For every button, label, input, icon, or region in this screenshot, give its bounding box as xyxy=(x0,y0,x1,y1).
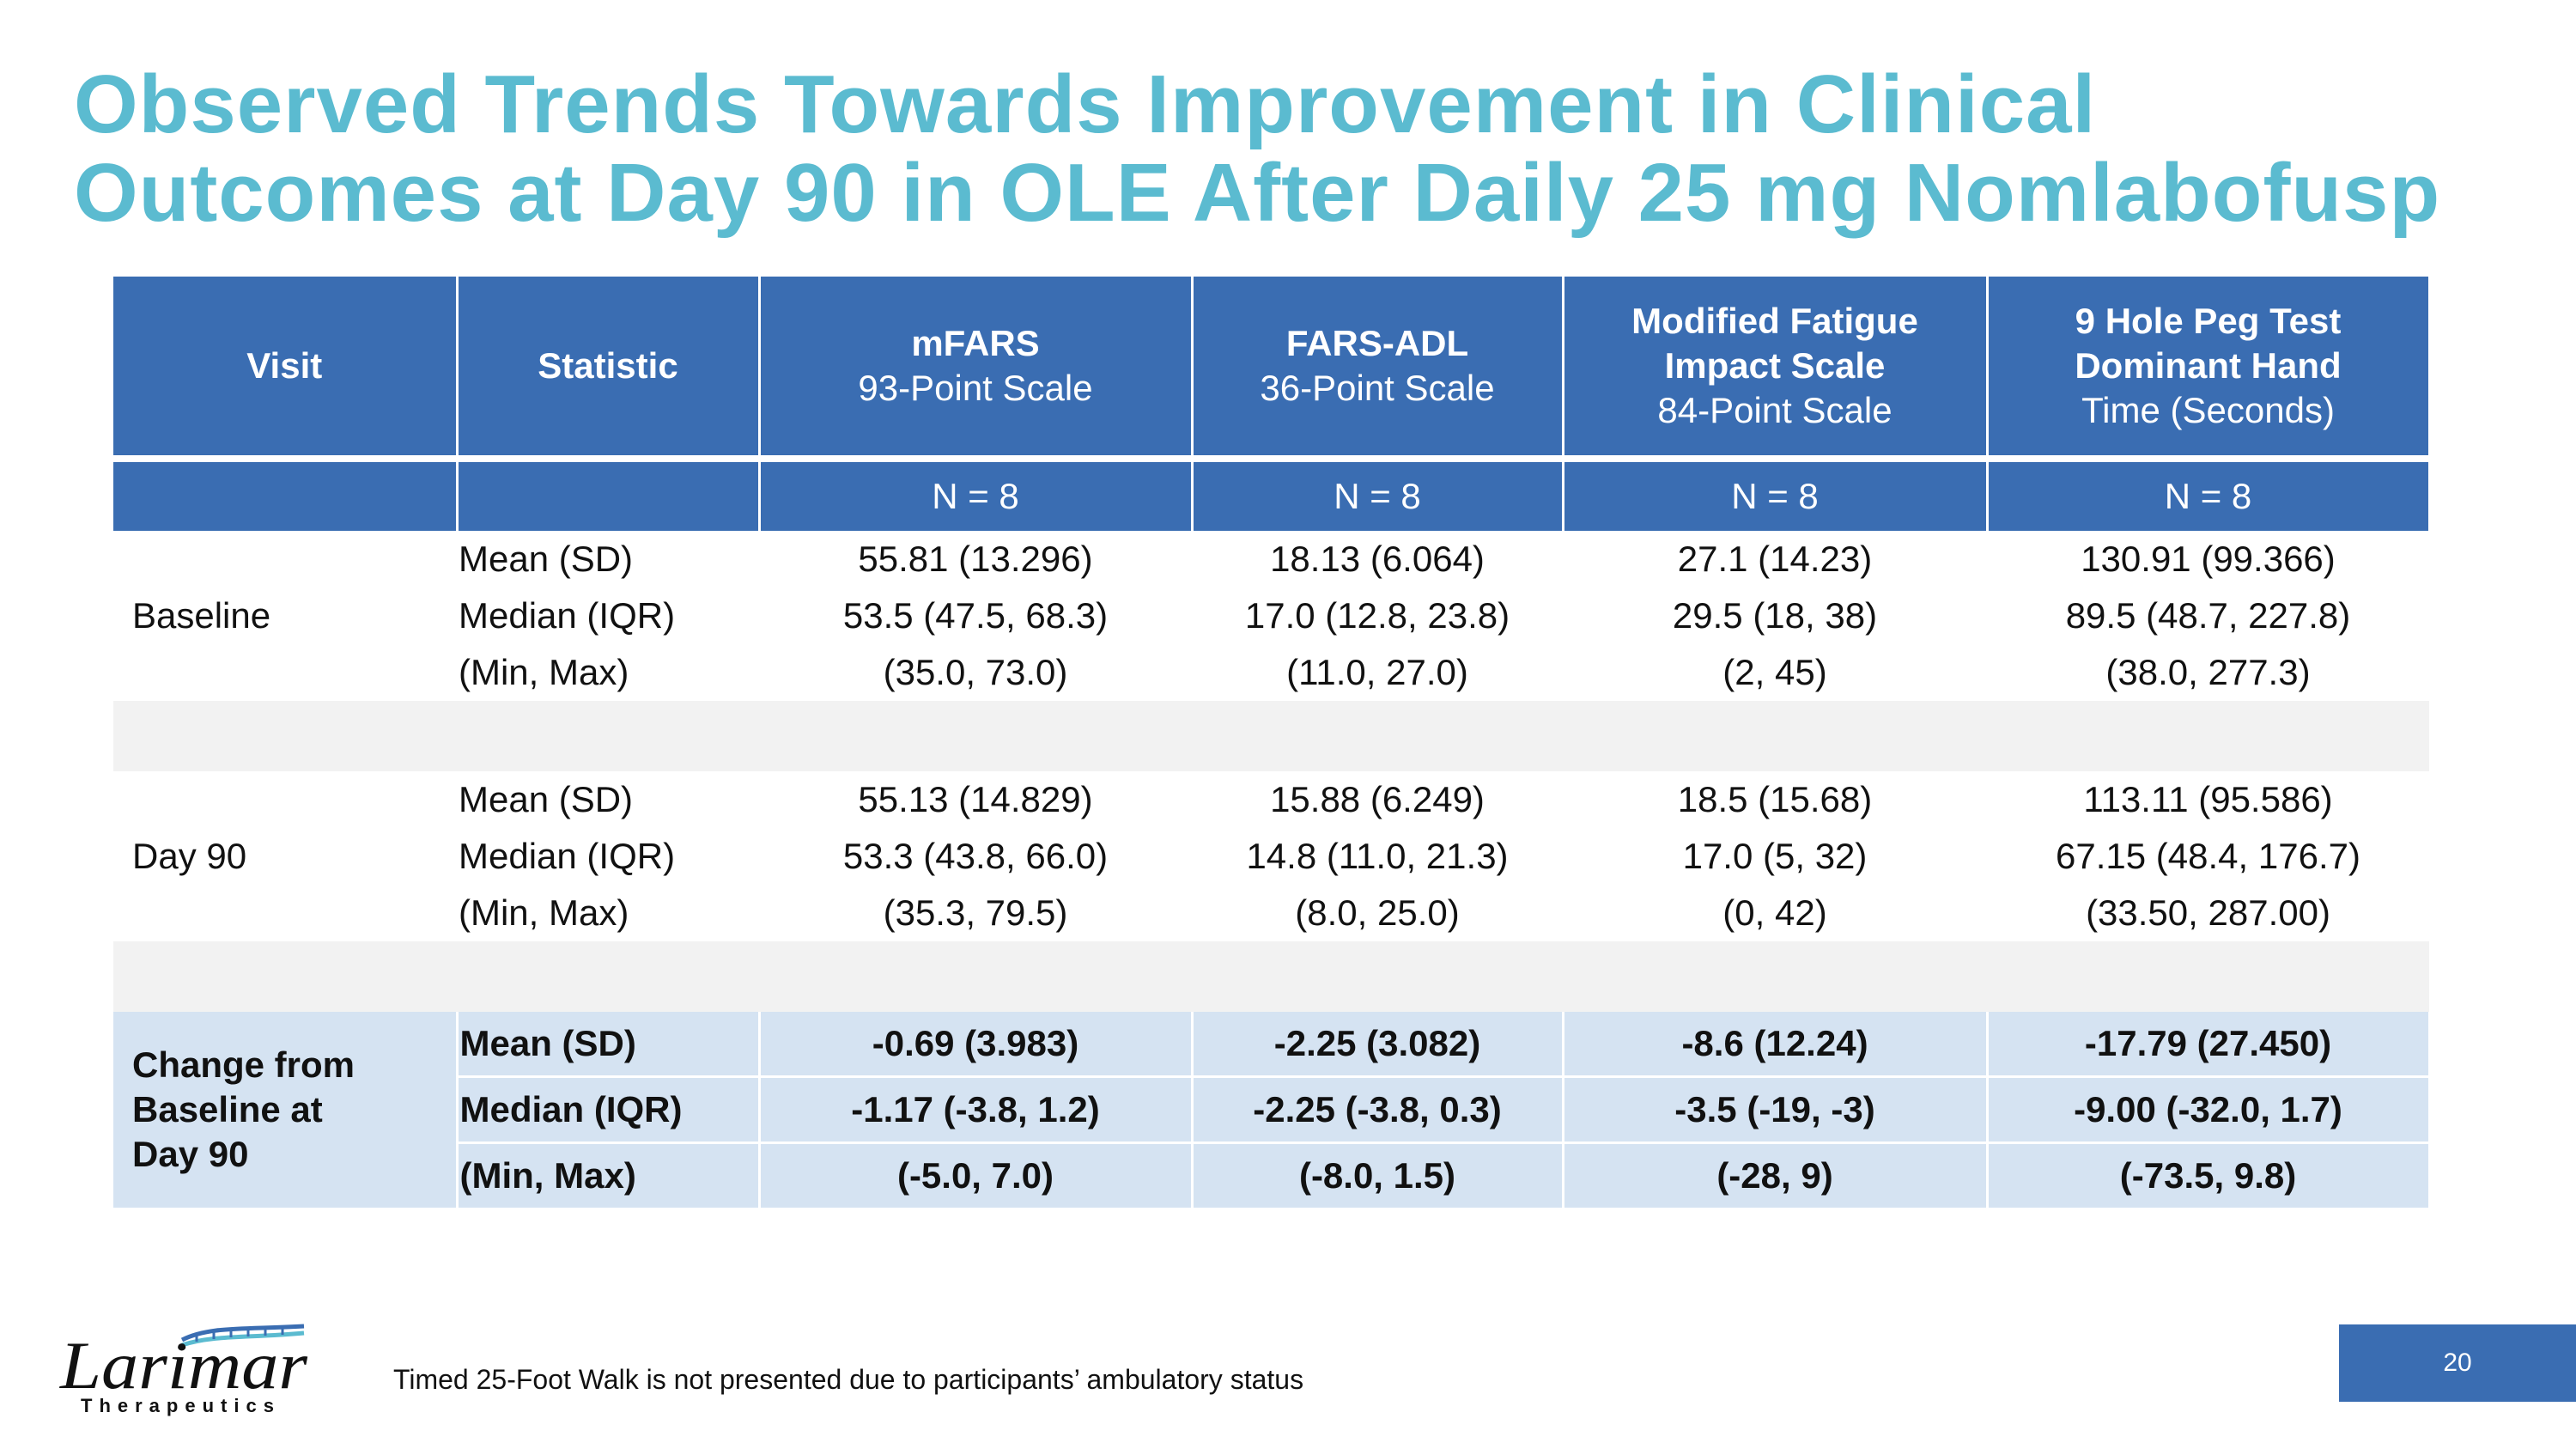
table-cell: 89.5 (48.7, 227.8) xyxy=(1987,588,2429,644)
table-cell: (-5.0, 7.0) xyxy=(759,1142,1194,1210)
n-fars-adl: N = 8 xyxy=(1192,462,1564,531)
visit-day-90: Day 90 xyxy=(113,771,457,941)
header-mfis-title-1: Modified Fatigue xyxy=(1631,301,1918,341)
slide-title-line-2: Outcomes at Day 90 in OLE After Daily 25… xyxy=(74,147,2441,239)
table-cell: (35.3, 79.5) xyxy=(759,885,1192,941)
visit-baseline: Baseline xyxy=(113,531,457,701)
table-cell: 130.91 (99.366) xyxy=(1987,531,2429,588)
row-spacer xyxy=(113,941,2429,1012)
page-number-badge: 20 xyxy=(2339,1324,2576,1402)
table-cell: 14.8 (11.0, 21.3) xyxy=(1192,828,1563,885)
logo-wordmark: Larimar xyxy=(59,1328,308,1403)
header-peg-title-1: 9 Hole Peg Test xyxy=(2075,301,2342,341)
stat-label: (Min, Max) xyxy=(457,644,759,701)
table-row: Median (IQR) 53.5 (47.5, 68.3) 17.0 (12.… xyxy=(113,588,2429,644)
header-mfis: Modified Fatigue Impact Scale 84-Point S… xyxy=(1563,277,1989,455)
table-row: Median (IQR) 53.3 (43.8, 66.0) 14.8 (11.… xyxy=(113,828,2429,885)
table-cell: (-8.0, 1.5) xyxy=(1192,1142,1564,1210)
table-cell: -2.25 (-3.8, 0.3) xyxy=(1192,1076,1564,1144)
header-visit: Visit xyxy=(113,277,459,455)
table-row: (Min, Max) (-5.0, 7.0) (-8.0, 1.5) (-28,… xyxy=(113,1142,2431,1210)
visit-change-from-baseline: Change from Baseline at Day 90 xyxy=(113,1012,459,1210)
stat-label: Mean (SD) xyxy=(457,1012,761,1078)
table-row: Change from Baseline at Day 90 Mean (SD)… xyxy=(113,1012,2431,1210)
table-cell: -17.79 (27.450) xyxy=(1987,1012,2431,1078)
stat-label: Median (IQR) xyxy=(457,1076,761,1144)
table-cell: (11.0, 27.0) xyxy=(1192,644,1563,701)
table-cell: 18.5 (15.68) xyxy=(1563,771,1987,828)
table-cell: 55.81 (13.296) xyxy=(759,531,1192,588)
table-cell: 18.13 (6.064) xyxy=(1192,531,1563,588)
table-row: Baseline Mean (SD) 55.81 (13.296) 18.13 … xyxy=(113,531,2429,701)
table-cell: -0.69 (3.983) xyxy=(759,1012,1194,1078)
stat-label: (Min, Max) xyxy=(457,1142,761,1210)
page-number: 20 xyxy=(2443,1349,2472,1377)
footnote: Timed 25-Foot Walk is not presented due … xyxy=(393,1364,1304,1395)
table-cell: -9.00 (-32.0, 1.7) xyxy=(1987,1076,2431,1144)
table-row: (Min, Max) (35.0, 73.0) (11.0, 27.0) (2,… xyxy=(113,644,2429,701)
table-cell: 53.3 (43.8, 66.0) xyxy=(759,828,1192,885)
stat-label: Median (IQR) xyxy=(457,588,759,644)
table-cell: (-73.5, 9.8) xyxy=(1987,1142,2431,1210)
table-cell: 15.88 (6.249) xyxy=(1192,771,1563,828)
sample-size-row: N = 8 N = 8 N = 8 N = 8 xyxy=(113,462,2431,531)
table-cell: -2.25 (3.082) xyxy=(1192,1012,1564,1078)
header-peg-unit: Time (Seconds) xyxy=(2081,390,2335,430)
table-cell: 67.15 (48.4, 176.7) xyxy=(1987,828,2429,885)
table-cell: 55.13 (14.829) xyxy=(759,771,1192,828)
logo-dna-icon xyxy=(180,1324,305,1348)
table-cell: (-28, 9) xyxy=(1563,1142,1989,1210)
table-cell: 53.5 (47.5, 68.3) xyxy=(759,588,1192,644)
table-row: Day 90 Mean (SD) 55.13 (14.829) 15.88 (6… xyxy=(113,771,2429,941)
logo-tagline: Therapeutics xyxy=(81,1395,281,1416)
table-cell: (33.50, 287.00) xyxy=(1987,885,2429,941)
table-cell: (8.0, 25.0) xyxy=(1192,885,1563,941)
header-fars-adl-title: FARS-ADL xyxy=(1285,323,1469,363)
stat-label: Mean (SD) xyxy=(457,531,759,588)
header-peg-title-2: Dominant Hand xyxy=(2075,345,2342,386)
table-row: (Min, Max) (35.3, 79.5) (8.0, 25.0) (0, … xyxy=(113,885,2429,941)
header-statistic: Statistic xyxy=(457,277,761,455)
header-mfis-scale: 84-Point Scale xyxy=(1657,390,1893,430)
table-cell: 17.0 (12.8, 23.8) xyxy=(1192,588,1563,644)
slide-title: Observed Trends Towards Improvement in C… xyxy=(74,60,2547,237)
table-row: Median (IQR) -1.17 (-3.8, 1.2) -2.25 (-3… xyxy=(113,1076,2431,1144)
table-cell: 29.5 (18, 38) xyxy=(1563,588,1987,644)
stat-label: Median (IQR) xyxy=(457,828,759,885)
header-peg-test: 9 Hole Peg Test Dominant Hand Time (Seco… xyxy=(1987,277,2431,455)
header-mfars-scale: 93-Point Scale xyxy=(858,368,1093,408)
header-fars-adl: FARS-ADL 36-Point Scale xyxy=(1192,277,1564,455)
row-spacer xyxy=(113,701,2429,771)
stat-label: Mean (SD) xyxy=(457,771,759,828)
slide-title-line-1: Observed Trends Towards Improvement in C… xyxy=(74,58,2097,150)
n-peg: N = 8 xyxy=(1987,462,2431,531)
n-mfis: N = 8 xyxy=(1563,462,1989,531)
table-cell: 113.11 (95.586) xyxy=(1987,771,2429,828)
header-fars-adl-scale: 36-Point Scale xyxy=(1260,368,1495,408)
table-cell: 17.0 (5, 32) xyxy=(1563,828,1987,885)
table-header-row: Visit Statistic mFARS 93-Point Scale FAR… xyxy=(113,277,2431,455)
table-cell: -1.17 (-3.8, 1.2) xyxy=(759,1076,1194,1144)
header-mfis-title-2: Impact Scale xyxy=(1664,345,1886,386)
larimar-logo: Larimar Therapeutics xyxy=(59,1324,308,1416)
table-cell: -3.5 (-19, -3) xyxy=(1563,1076,1989,1144)
header-mfars-title: mFARS xyxy=(911,323,1040,363)
table-cell: (38.0, 277.3) xyxy=(1987,644,2429,701)
header-mfars: mFARS 93-Point Scale xyxy=(759,277,1194,455)
table-cell: (0, 42) xyxy=(1563,885,1987,941)
table-cell: -8.6 (12.24) xyxy=(1563,1012,1989,1078)
outcomes-table: Visit Statistic mFARS 93-Point Scale FAR… xyxy=(113,277,2431,1210)
table-cell: 27.1 (14.23) xyxy=(1563,531,1987,588)
table-cell: (2, 45) xyxy=(1563,644,1987,701)
table-cell: (35.0, 73.0) xyxy=(759,644,1192,701)
stat-label: (Min, Max) xyxy=(457,885,759,941)
n-mfars: N = 8 xyxy=(759,462,1194,531)
